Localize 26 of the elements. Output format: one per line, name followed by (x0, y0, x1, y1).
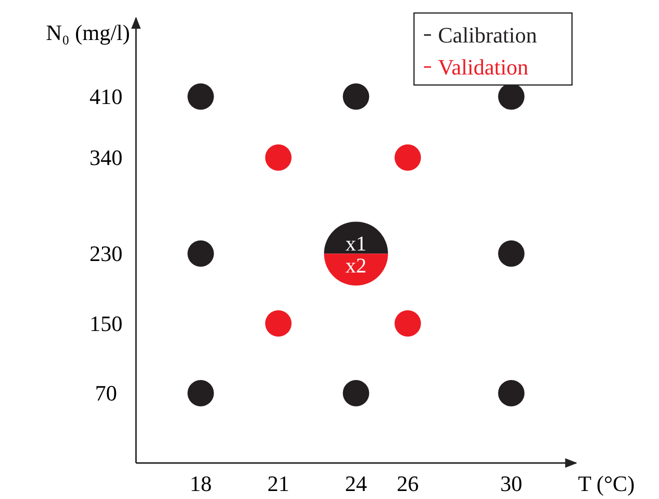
annotation: x1 (346, 232, 366, 256)
y-tick-label: 150 (90, 310, 122, 336)
y-tick-label: 340 (90, 145, 122, 170)
x-tick-label: 24 (345, 471, 367, 496)
x-tick-label: 18 (190, 471, 212, 496)
point (265, 144, 292, 171)
point (265, 310, 292, 337)
y-tick-label: 230 (90, 241, 122, 266)
point (342, 83, 370, 110)
x-tick-label: 30 (500, 471, 522, 496)
point (342, 380, 370, 406)
x-tick-label: 21 (267, 471, 290, 496)
y-tick-label: 70 (95, 380, 117, 406)
point (498, 380, 524, 406)
point (498, 240, 524, 267)
x-tick-label: 26 (396, 471, 419, 496)
point (188, 83, 214, 110)
point (394, 144, 421, 171)
legend-label: Validation (438, 54, 528, 80)
legend-label: Calibration (438, 22, 537, 48)
y-axis-title: N₀ (mg/l) (46, 20, 130, 45)
y-tick-label: 410 (90, 84, 122, 110)
point (188, 380, 214, 406)
point (188, 240, 214, 267)
x-axis-title: T (°C) (578, 471, 635, 496)
point (394, 310, 421, 337)
